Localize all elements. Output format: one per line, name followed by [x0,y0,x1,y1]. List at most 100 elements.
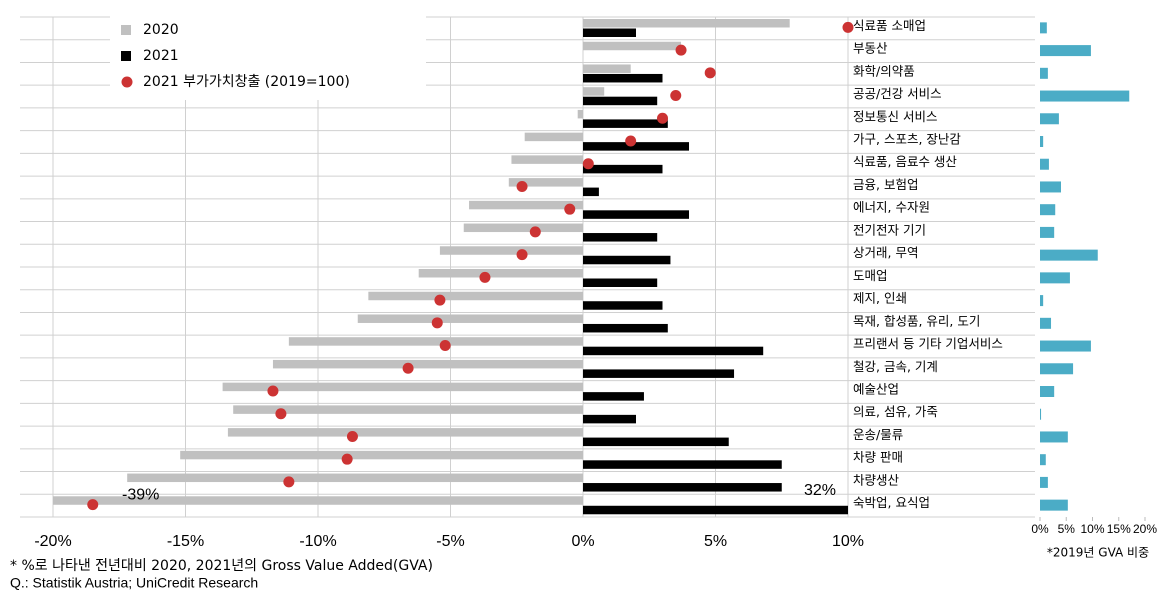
share-bar [1040,226,1055,238]
bar [583,210,689,219]
share-bar [1040,22,1047,34]
dot [434,294,446,306]
share-bar [1040,181,1061,193]
category-label: 정보통신 서비스 [853,109,937,124]
share-bar [1040,408,1042,420]
x-tick-label: 10% [832,533,864,550]
category-label: 식료품, 음료수 생산 [853,154,957,169]
bar [272,359,583,369]
bar [508,178,583,187]
bar [524,132,583,142]
x-tick-label: 5% [704,533,727,550]
category-label: 에너지, 수자원 [853,200,930,215]
bar [583,255,671,265]
share-bar [1040,499,1068,511]
bar [583,233,658,242]
bar [233,405,583,414]
category-label: 화학/의약품 [853,63,915,78]
x-tick-label: -10% [299,533,336,550]
dot [625,135,637,147]
share-bar [1040,90,1130,102]
bar [583,483,782,492]
source: Q.: Statistik Austria; UniCredit Researc… [10,575,258,591]
dot [283,476,295,488]
dot [564,203,576,215]
dot [439,340,451,352]
category-label: 전기전자 기기 [853,222,926,237]
category-label: 철강, 금속, 기계 [853,359,938,374]
bar [222,382,583,392]
category-label: 목재, 합성품, 유리, 도기 [853,313,980,328]
dot [402,362,414,374]
dot [657,112,668,124]
bar [583,73,663,83]
bar [583,392,644,401]
x-tick-label: -20% [34,533,71,550]
x-tick-label: -5% [436,533,464,550]
share-bar [1040,249,1098,261]
category-label: 예술산업 [853,382,899,397]
share-bar [1040,363,1074,375]
bar [583,414,636,424]
category-label: 부동산 [853,41,888,56]
share-bar [1040,204,1056,216]
bar [577,109,583,119]
legend-swatch [121,76,133,88]
share-bar [1040,272,1070,284]
dot [87,499,99,511]
x-tick-label: -15% [167,533,204,550]
footnote: * %로 나타낸 전년대비 2020, 2021년의 Gross Value A… [10,558,433,574]
bar [583,505,848,515]
category-label: 도매업 [853,268,888,283]
bar [288,337,583,346]
bar [583,96,658,106]
legend-box [110,16,426,100]
legend-label: 2020 [143,22,179,38]
category-label: 금융, 보험업 [853,177,918,192]
share-bar [1040,45,1091,57]
share-bar [1040,340,1091,352]
dot [516,180,528,192]
bar [583,64,631,73]
bar [583,164,663,174]
dot [516,249,528,261]
share-bar [1040,317,1052,329]
bar [583,119,668,128]
category-label: 차량생산 [853,472,900,487]
category-label: 식료품 소매업 [853,18,926,33]
dot [431,317,443,329]
bar [53,496,583,505]
side-tick-label: 5% [1058,522,1076,536]
category-label: 상거래, 무역 [853,245,918,260]
dot [346,430,358,442]
legend-label: 2021 [143,48,179,64]
side-tick-label: 0% [1031,522,1049,536]
dot [529,226,541,238]
dot [670,90,682,102]
bar [583,187,599,197]
dot [341,453,353,465]
category-label: 차량 판매 [853,450,903,465]
dot [267,385,279,397]
bar [583,28,636,37]
bar [418,269,583,278]
share-bar [1040,158,1049,170]
bar [583,460,782,469]
bar [368,291,583,301]
category-label: 가구, 스포츠, 장난감 [853,132,961,147]
side-tick-label: 20% [1133,522,1157,536]
share-bar [1040,476,1048,488]
category-label: 운송/물류 [853,427,903,442]
category-label: 의료, 섬유, 가죽 [853,404,938,419]
share-bar [1040,454,1046,466]
bar [583,369,735,378]
dot [275,408,287,420]
share-bar [1040,113,1059,125]
share-bar [1040,431,1068,443]
bar [583,437,729,447]
bar [227,428,583,437]
bar [463,223,583,233]
bar [511,155,583,164]
share-bar [1040,136,1044,147]
